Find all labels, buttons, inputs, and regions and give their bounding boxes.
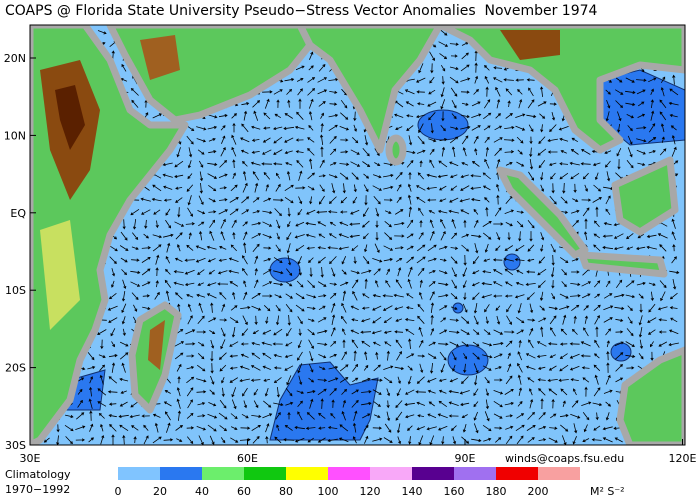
latitude-label: 10N — [4, 129, 26, 142]
colorbar-segment — [370, 467, 412, 480]
patch — [269, 257, 301, 283]
colorbar-segment — [412, 467, 454, 480]
climatology-period: 1970−1992 — [5, 483, 70, 496]
latitude-label: 20S — [5, 362, 26, 375]
highland — [500, 30, 560, 60]
australia — [616, 346, 685, 445]
latitude-label: 20N — [4, 52, 26, 65]
colorbar-units: M² S⁻² — [590, 485, 625, 498]
highland — [55, 85, 85, 150]
latitude-label: 10S — [5, 284, 26, 297]
longitude-label: 30E — [20, 452, 41, 465]
southeast-asia — [436, 25, 685, 154]
credit: winds@coaps.fsu.edu — [505, 452, 624, 465]
longitude-label: 60E — [237, 452, 258, 465]
colorbar-label: 180 — [486, 485, 507, 498]
longitude-label: 120E — [669, 452, 697, 465]
colorbar-label: 100 — [318, 485, 339, 498]
sri-lanka — [385, 134, 407, 166]
highland — [148, 320, 165, 370]
borneo — [611, 156, 679, 236]
latitude-label: EQ — [10, 207, 26, 220]
patch — [610, 342, 632, 362]
colorbar-segment — [160, 467, 202, 480]
colorbar-label: 20 — [153, 485, 167, 498]
plateau — [40, 220, 80, 330]
colorbar-label: 40 — [195, 485, 209, 498]
latitude-label: 30S — [5, 439, 26, 452]
colorbar-segment — [244, 467, 286, 480]
map-frame — [29, 24, 686, 446]
longitude-label: 90E — [455, 452, 476, 465]
map — [30, 25, 685, 445]
colorbar-segment — [118, 467, 160, 480]
india — [296, 25, 444, 154]
colorbar-segment — [202, 467, 244, 480]
colorbar-segment — [328, 467, 370, 480]
colorbar-segment — [496, 467, 538, 480]
title: COAPS @ Florida State University Pseudo−… — [5, 3, 598, 19]
highland — [140, 35, 180, 80]
colorbar-label: 120 — [360, 485, 381, 498]
colorbar-label: 200 — [528, 485, 549, 498]
java — [578, 251, 668, 278]
terrain — [40, 30, 560, 370]
colorbar-label: 60 — [237, 485, 251, 498]
climatology-label: Climatology — [5, 468, 71, 481]
patch — [503, 253, 521, 271]
colorbar-segment — [538, 467, 580, 480]
colorbar-label: 0 — [115, 485, 122, 498]
colorbar-label: 160 — [444, 485, 465, 498]
colorbar-label: 80 — [279, 485, 293, 498]
patch — [269, 361, 379, 441]
colorbar-segment — [454, 467, 496, 480]
colorbar-segment — [286, 467, 328, 480]
colorbar-label: 140 — [402, 485, 423, 498]
land — [30, 25, 685, 445]
